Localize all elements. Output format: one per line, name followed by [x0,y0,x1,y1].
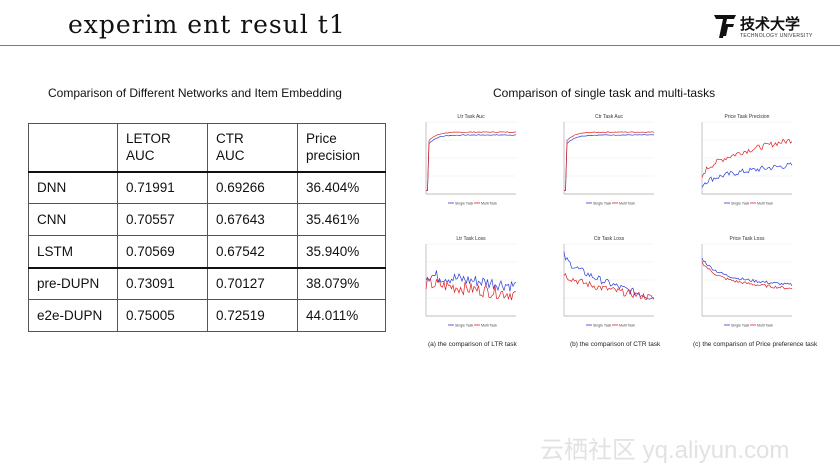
plot-title: Ltr Task Auc [457,114,485,120]
model-name-cell: LSTM [28,235,118,269]
model-name-cell: pre-DUPN [28,267,118,300]
subcaption-a: (a) the comparison of LTR task [428,341,517,348]
series-single-line [426,134,517,191]
university-emblem-icon [714,15,736,38]
series-single-line [563,251,655,300]
plot-svg: Price Task Loss Single Task Multi Task [686,232,796,332]
letor-auc-cell: 0.71991 [117,171,208,204]
plot-ctr-loss: Ctr Task Loss Single Task Multi Task [548,232,658,332]
table-row: e2e-DUPN 0.75005 0.72519 44.011% [28,299,386,332]
letor-auc-cell: 0.70557 [117,203,208,236]
legend-single-label: Single Task [593,202,612,206]
header-cell [28,123,118,173]
series-multi-line [701,138,793,178]
legend-single-label: Single Task [455,202,474,206]
plot-background [686,110,796,210]
plot-ltr-loss: Ltr Task Loss Single Task Multi Task [410,232,520,332]
series-single-line [425,270,517,292]
series-multi-line [426,131,517,191]
ctr-auc-cell: 0.67643 [207,203,298,236]
table-caption: Comparison of Different Networks and Ite… [48,86,342,100]
legend-multi-label: Multi Task [757,202,773,206]
plot-background [410,110,520,210]
plot-svg: Price Task Precision Single Task Multi Tas… [686,110,796,210]
plot-price-precision: Price Task Precision Single Task Multi Tas… [686,110,796,210]
legend-single-label: Single Task [731,324,750,328]
slide-title: experim ent resul t1 [68,10,346,39]
plot-title: Ctr Task Auc [595,114,623,120]
plot-background [410,232,520,332]
subcaption-c: (c) the comparison of Price preference t… [693,341,818,348]
letor-auc-cell: 0.70569 [117,235,208,269]
header-cell: CTR AUC [207,123,298,173]
series-multi-line [564,131,655,191]
table-row: pre-DUPN 0.73091 0.70127 38.079% [28,267,386,300]
plot-title: Price Task Loss [730,236,765,242]
header-ctr-line1: CTR [216,131,244,147]
header-letor-line1: LETOR [126,131,171,147]
plot-price-loss: Price Task Loss Single Task Multi Task [686,232,796,332]
ctr-auc-cell: 0.67542 [207,235,298,269]
subcaption-b: (b) the comparison of CTR task [570,341,661,348]
header-price-line2: precision [306,148,361,164]
logo-chinese-text: 技术大学 [740,15,801,33]
results-table: LETOR AUC CTR AUC Price precision DNN 0.719… [28,123,386,332]
legend-single-label: Single Task [593,324,612,328]
plot-svg: Ltr Task Auc Single Task Multi Task [410,110,520,210]
university-logo: 技术大学 TECHNOLOGY UNIVERSITY [712,12,827,42]
series-multi-line [701,261,793,290]
plot-ctr-auc: Ctr Task Auc Single Task Multi Task [548,110,658,210]
series-multi-line [425,276,517,301]
legend-multi-label: Multi Task [481,324,497,328]
legend-multi-label: Multi Task [619,324,635,328]
model-name-cell: e2e-DUPN [28,299,118,332]
plot-title: Ctr Task Loss [594,236,625,242]
legend-single-label: Single Task [731,202,750,206]
table-row: LSTM 0.70569 0.67542 35.940% [28,235,386,269]
figure-caption: Comparison of single task and multi-task… [493,86,716,100]
model-name-cell: DNN [28,171,118,204]
plot-svg: Ctr Task Auc Single Task Multi Task [548,110,658,210]
plot-background [548,110,658,210]
letor-auc-cell: 0.73091 [117,267,208,300]
price-precision-cell: 35.461% [297,203,386,236]
header-cell: LETOR AUC [117,123,208,173]
comparison-figure: Ltr Task Auc Single Task Multi Task Ctr Ta… [400,110,830,360]
price-precision-cell: 35.940% [297,235,386,269]
ctr-auc-cell: 0.70127 [207,267,298,300]
logo-english-text: TECHNOLOGY UNIVERSITY [740,33,813,39]
table-header-row: LETOR AUC CTR AUC Price precision [28,123,386,173]
series-single-line [564,134,655,191]
letor-auc-cell: 0.75005 [117,299,208,332]
plot-svg: Ltr Task Loss Single Task Multi Task [410,232,520,332]
header-ctr-line2: AUC [216,148,245,164]
series-single-line [701,257,793,287]
series-multi-line [563,272,655,300]
title-divider [0,45,840,46]
ctr-auc-cell: 0.69266 [207,171,298,204]
header-price-line1: Price [306,131,337,147]
price-precision-cell: 44.011% [297,299,386,332]
plot-svg: Ctr Task Loss Single Task Multi Task [548,232,658,332]
table-row: DNN 0.71991 0.69266 36.404% [28,171,386,204]
series-single-line [701,162,793,188]
model-name-cell: CNN [28,203,118,236]
watermark-text: 云栖社区 yq.aliyun.com [540,437,790,464]
price-precision-cell: 38.079% [297,267,386,300]
legend-multi-label: Multi Task [481,202,497,206]
plot-title: Ltr Task Loss [456,236,486,242]
ctr-auc-cell: 0.72519 [207,299,298,332]
legend-multi-label: Multi Task [757,324,773,328]
price-precision-cell: 36.404% [297,171,386,204]
table-row: CNN 0.70557 0.67643 35.461% [28,203,386,236]
plot-ltr-auc: Ltr Task Auc Single Task Multi Task [410,110,520,210]
legend-multi-label: Multi Task [619,202,635,206]
header-letor-line2: AUC [126,148,155,164]
legend-single-label: Single Task [455,324,474,328]
plot-title: Price Task Precision [725,114,770,120]
header-cell: Price precision [297,123,386,173]
